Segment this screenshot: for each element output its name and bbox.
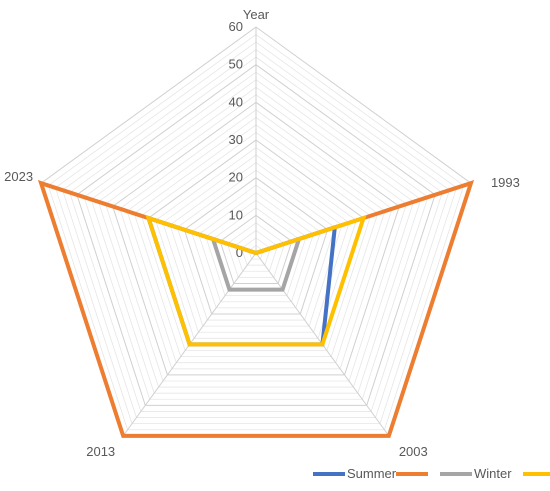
grid-ring-minor (241, 237, 271, 266)
category-label: 2013 (86, 444, 115, 459)
category-labels: Year 1993 2003 2013 2023 (4, 7, 520, 459)
series-layer (37, 180, 475, 438)
grid-ring-minor (54, 41, 458, 425)
legend-label-3: Winter (474, 466, 512, 481)
grid-ring-minor (205, 199, 307, 297)
category-label: Year (243, 7, 270, 22)
grid-ring-minor (176, 169, 336, 321)
category-label: 1993 (491, 175, 520, 190)
grid-ring-minor (234, 229, 278, 272)
grid-ring-minor (126, 116, 386, 364)
radial-tick-label: 40 (229, 94, 243, 109)
grid-ring-minor (162, 154, 350, 333)
grid-ring-major (112, 101, 400, 376)
series-line-4 (145, 214, 367, 347)
radial-tick-label: 20 (229, 170, 243, 185)
grid-ring-minor (119, 109, 393, 370)
grid-ring-minor (133, 124, 379, 358)
radial-tick-label: 50 (229, 57, 243, 72)
grid-ring-minor (97, 86, 415, 388)
grid-ring-minor (198, 192, 314, 303)
radial-tick-labels: 0 10 20 30 40 50 60 (229, 19, 243, 260)
grid-ring-minor (62, 49, 450, 418)
category-label: 2003 (399, 444, 428, 459)
grid-ring-major (183, 177, 329, 315)
grid-ring-minor (83, 71, 429, 400)
grid-ring-minor (155, 147, 357, 339)
grid-layer (40, 26, 472, 437)
series-line-2 (37, 180, 475, 438)
grid-ring-minor (90, 79, 422, 394)
radial-tick-label: 30 (229, 132, 243, 147)
radial-tick-label: 0 (236, 245, 243, 260)
grid-ring-major (76, 64, 436, 406)
grid-ring-minor (191, 184, 321, 309)
grid-ring-minor (105, 94, 407, 382)
grid-ring-minor (169, 162, 343, 327)
grid-ring-minor (69, 56, 443, 412)
legend: Summer Winter (313, 466, 550, 481)
category-label: 2023 (4, 169, 33, 184)
radial-tick-label: 60 (229, 19, 243, 34)
grid-ring-major (219, 214, 293, 284)
radial-tick-label: 10 (229, 207, 243, 222)
grid-ring-minor (226, 222, 286, 278)
grid-ring-minor (140, 131, 372, 351)
grid-ring-minor (47, 34, 465, 431)
legend-label-1: Summer (347, 466, 397, 481)
